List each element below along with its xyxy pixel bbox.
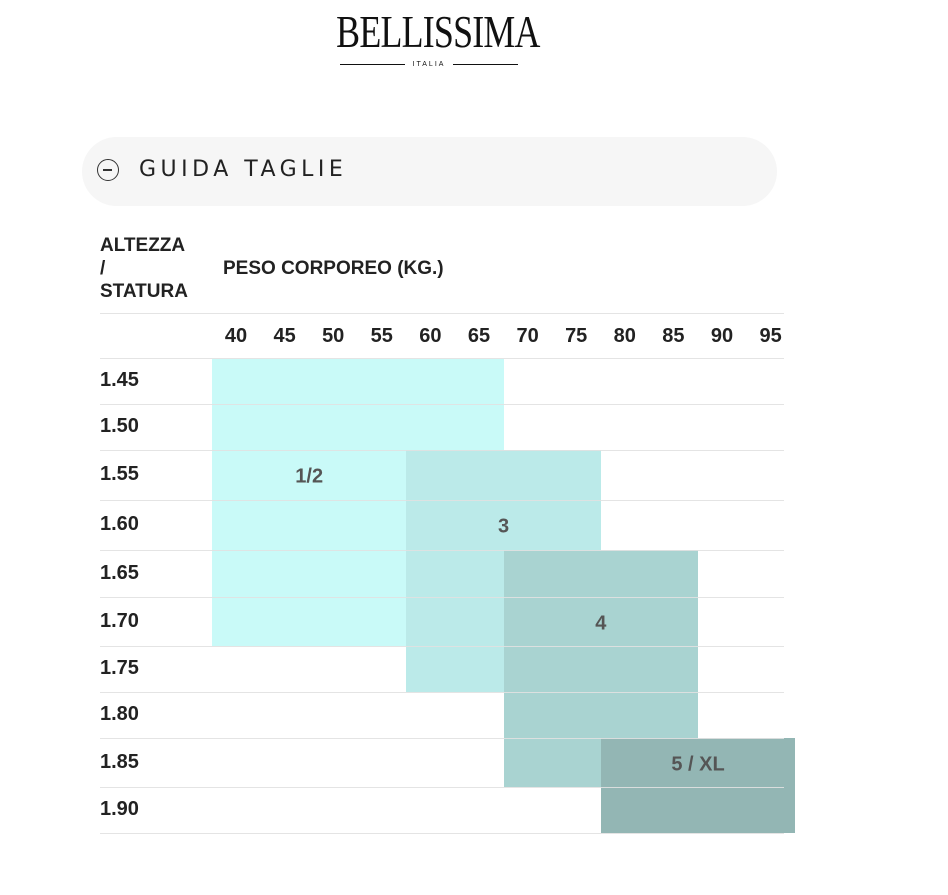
brand-logo: BELLISSIMA ITALIA [336,6,540,68]
weight-header: PESO CORPOREO (KG.) [223,258,444,279]
size-label-4: 5 / XL [671,753,725,775]
row-divider [100,450,784,451]
logo-rule-right [453,63,519,65]
row-divider [100,787,784,788]
size-label-2: 3 [498,515,510,538]
size-block-4 [600,738,796,833]
size-block-3 [503,550,698,787]
height-label: 1.60 [100,513,139,535]
weight-label: 50 [322,325,345,347]
accordion-title: GUIDA TAGLIE [139,157,348,182]
weight-label: 60 [419,325,442,347]
height-label: 1.85 [100,750,139,773]
weight-label: 90 [710,325,734,347]
height-label: 1.80 [100,703,139,725]
weight-label: 55 [370,325,393,347]
weight-label: 65 [467,325,491,347]
height-label: 1.90 [100,798,139,820]
height-header-line-2: / [100,258,106,279]
height-header-line-3: STATURA [100,281,188,302]
brand-subtitle-row: ITALIA [340,58,519,70]
logo-rule-left [340,63,405,65]
row-divider [100,692,784,693]
row-divider [100,833,784,834]
row-divider [100,738,784,739]
weight-label: 45 [273,325,296,347]
row-divider [100,550,784,551]
size-label-3: 4 [595,612,607,634]
row-divider [100,597,784,598]
brand-name: BELLISSIMA [336,6,540,57]
size-label-1: 1/2 [295,465,324,488]
height-label: 1.50 [100,415,139,437]
weight-label: 80 [613,325,636,347]
weight-label: 70 [516,325,539,347]
size-block-1 [212,358,504,646]
height-header-line-1: ALTEZZA [100,235,186,256]
header-divider [100,313,784,314]
weight-label: 75 [565,325,588,347]
weight-label: 85 [662,325,685,347]
row-divider [100,646,784,647]
height-label: 1.45 [100,369,139,391]
row-divider [100,404,784,405]
minus-circle-icon[interactable] [97,159,119,181]
height-label: 1.55 [100,463,139,485]
row-divider [100,500,784,501]
height-label: 1.65 [100,561,139,584]
height-label: 1.75 [100,657,139,679]
row-divider [100,358,784,359]
height-label: 1.70 [100,609,139,632]
height-column-header: ALTEZZA / STATURA [100,234,210,303]
size-block-2 [406,450,601,692]
brand-subtitle: ITALIA [412,60,446,68]
size-guide-accordion-toggle[interactable]: GUIDA TAGLIE [82,137,777,206]
weight-label: 40 [224,325,248,347]
weight-label: 95 [759,325,782,347]
